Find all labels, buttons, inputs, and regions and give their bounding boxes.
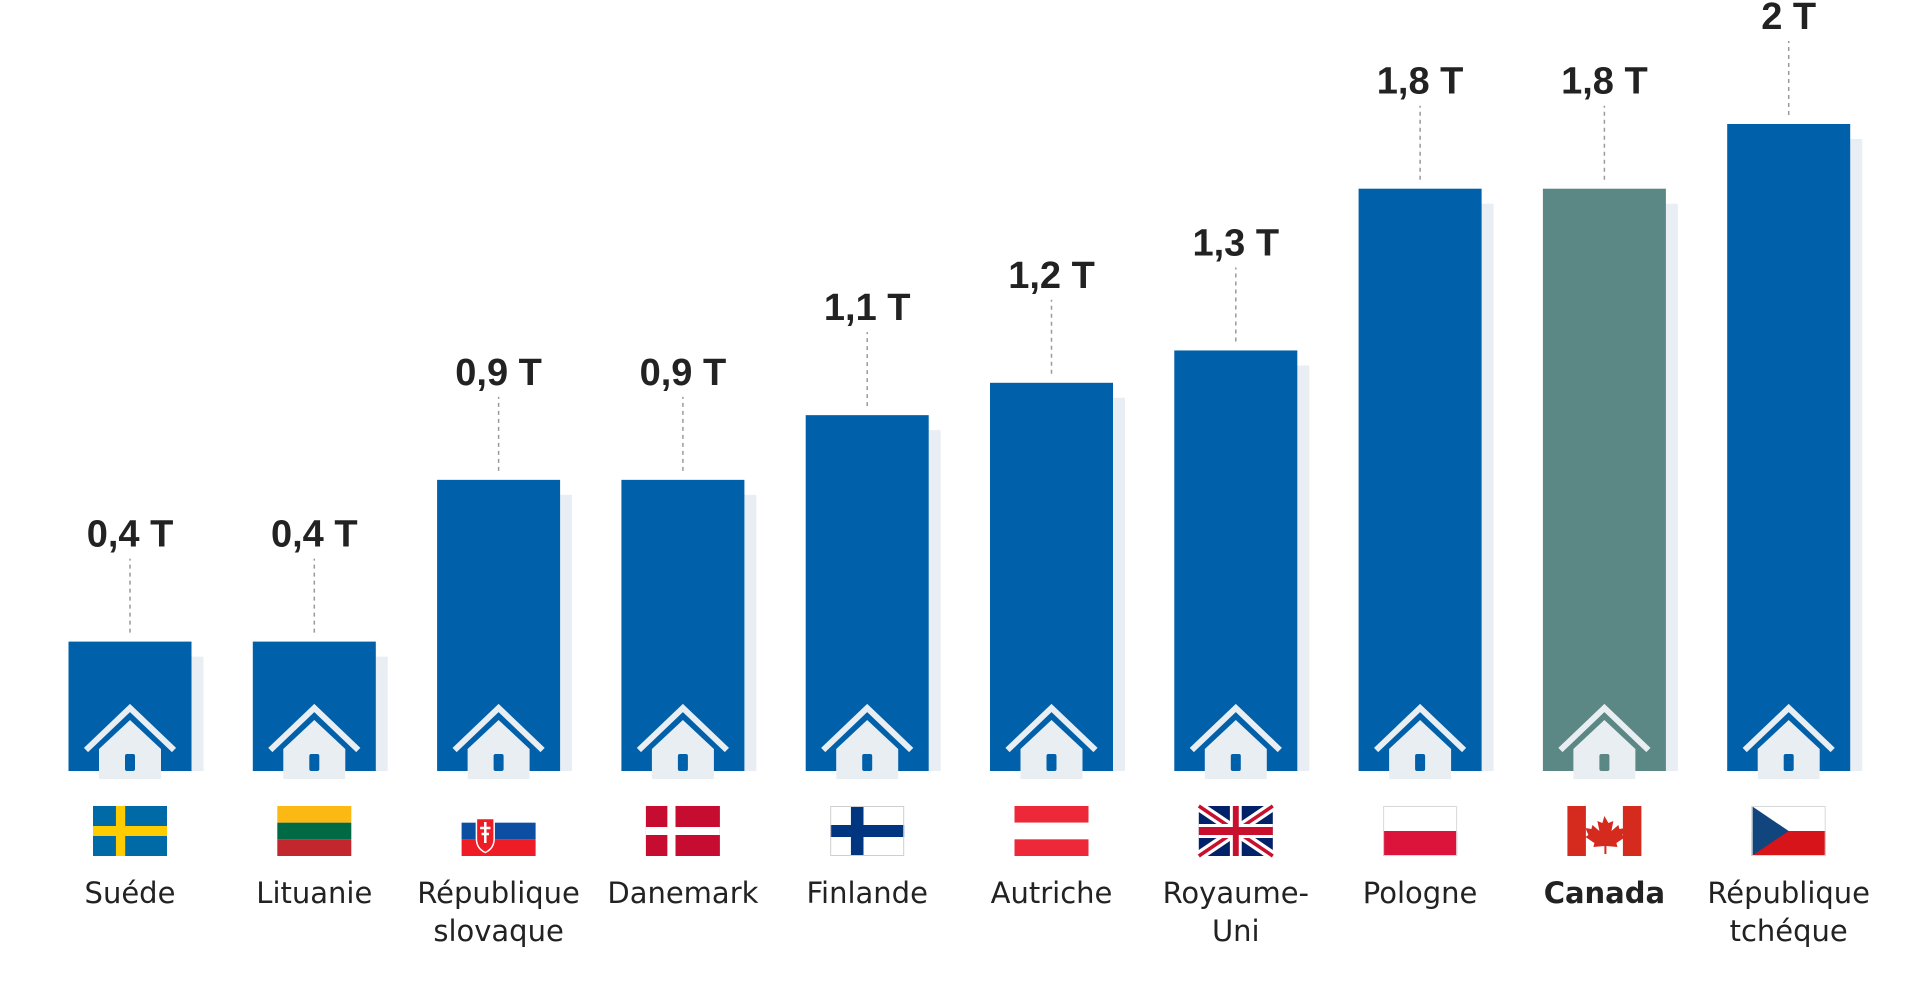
data-label: 1,3 T <box>1192 222 1279 264</box>
finland-flag <box>830 806 905 856</box>
data-label: 2 T <box>1761 0 1816 38</box>
category-label: Autriche <box>991 876 1113 910</box>
category-label: République slovaque <box>417 876 580 948</box>
bar-group: 0,4 T Suéde <box>68 514 204 910</box>
uk-flag <box>1196 801 1276 861</box>
lithuania-flag <box>277 806 352 856</box>
austria-flag <box>1014 806 1089 856</box>
bar <box>1542 188 1666 771</box>
bar-group: 1,8 T Pologne <box>1358 61 1494 910</box>
bar-group: 1,8 T Canada <box>1542 61 1678 910</box>
category-label: Royaume-Uni <box>1163 876 1309 948</box>
slovakia-flag <box>461 806 536 856</box>
category-label: République tchéque <box>1707 876 1870 948</box>
data-label: 1,1 T <box>824 287 911 329</box>
house-icon <box>1742 703 1835 779</box>
category-label: Lituanie <box>256 876 372 910</box>
data-label: 0,4 T <box>271 514 358 556</box>
bar-group: 1,2 T Autriche <box>990 255 1125 910</box>
house-icon <box>1189 703 1282 779</box>
bar-group: 2 T République tchéque <box>1707 0 1870 948</box>
bar-group: 0,9 T République slovaque <box>417 352 580 948</box>
bar-group: 1,3 T Royaume-Uni <box>1163 222 1310 948</box>
bar <box>805 415 929 771</box>
category-label: Canada <box>1544 876 1665 910</box>
bar <box>1174 350 1298 771</box>
data-label: 0,4 T <box>87 514 174 556</box>
sweden-flag <box>93 806 167 856</box>
denmark-flag <box>645 806 720 856</box>
bar <box>1727 124 1851 771</box>
data-label: 1,8 T <box>1377 61 1464 103</box>
bar-group: 0,4 T Lituanie <box>252 514 388 910</box>
house-icon <box>452 703 545 779</box>
data-label: 1,8 T <box>1561 61 1648 103</box>
category-label: Pologne <box>1363 876 1478 910</box>
bar <box>990 382 1113 771</box>
house-icon <box>1558 703 1651 779</box>
category-label: Danemark <box>607 876 758 910</box>
house-icon <box>1374 703 1467 779</box>
bar-group: 0,9 T Danemark <box>607 352 758 910</box>
house-icon <box>1005 703 1098 779</box>
data-label: 0,9 T <box>455 352 542 394</box>
category-label: Suéde <box>85 876 176 910</box>
category-label: Finlande <box>806 876 927 910</box>
house-icon <box>268 703 361 779</box>
data-label: 1,2 T <box>1008 255 1095 297</box>
bar <box>1358 188 1482 771</box>
poland-flag <box>1383 806 1458 856</box>
house-icon <box>83 703 177 779</box>
house-icon <box>636 703 729 779</box>
czech-flag <box>1751 806 1826 856</box>
data-label: 0,9 T <box>640 352 727 394</box>
canada-flag <box>1567 806 1642 856</box>
bar-group: 1,1 T Finlande <box>805 287 941 910</box>
house-icon <box>821 703 914 779</box>
